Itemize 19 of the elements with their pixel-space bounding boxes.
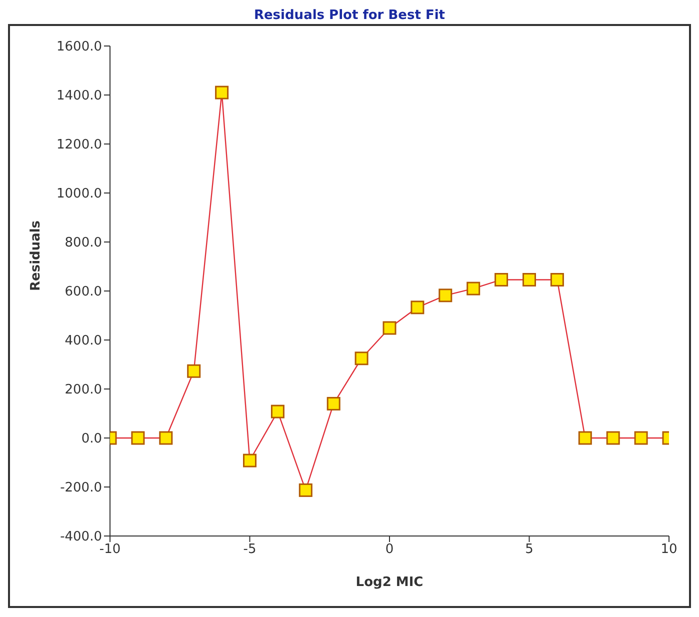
y-tick-label: 600.0 (64, 284, 102, 300)
y-tick-label: 200.0 (64, 382, 102, 398)
chart-title: Residuals Plot for Best Fit (252, 8, 446, 24)
y-tick-label: 1000.0 (56, 186, 102, 202)
y-tick-label: 400.0 (64, 334, 102, 349)
y-tick-label: -200.0 (60, 480, 102, 496)
x-tick-label: -5 (243, 542, 256, 558)
y-tick-label: 0.0 (81, 432, 102, 447)
x-tick-label: 10 (660, 542, 678, 558)
y-tick-label: -400.0 (60, 530, 102, 545)
x-tick-label: 5 (525, 542, 534, 558)
y-tick-label: 1400.0 (56, 88, 102, 104)
y-tick-label: 1600.0 (56, 40, 102, 55)
x-tick-label: 0 (385, 542, 394, 558)
x-tick-label: -10 (99, 542, 121, 558)
x-axis-title: Log2 MIC (356, 575, 424, 590)
y-axis-title: Residuals (28, 220, 44, 291)
y-tick-label: 1200.0 (56, 138, 102, 153)
y-tick-label: 800.0 (64, 236, 102, 251)
